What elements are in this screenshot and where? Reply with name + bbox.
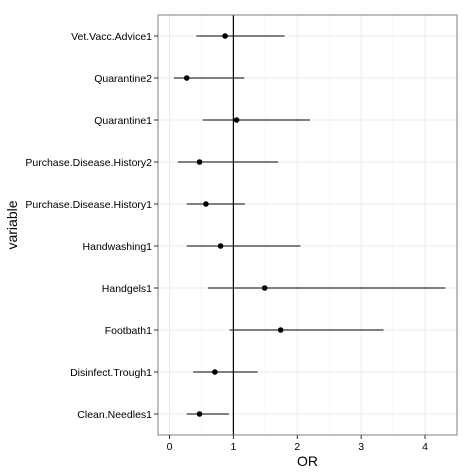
y-tick-label: Vet.Vacc.Advice1 <box>71 31 152 43</box>
or-point <box>261 285 268 291</box>
x-tick-label: 2 <box>294 441 300 453</box>
y-tick-label: Handwashing1 <box>83 241 153 253</box>
y-tick-label: Handgels1 <box>102 283 152 295</box>
x-tick-label: 4 <box>422 441 428 453</box>
x-axis-title: OR <box>297 453 318 469</box>
or-point <box>233 117 240 123</box>
x-axis: 0 1 2 3 4 <box>167 435 428 453</box>
panel-border <box>157 14 458 436</box>
y-axis-title: variable <box>4 200 20 249</box>
or-point <box>203 201 209 207</box>
or-point <box>212 369 218 375</box>
y-tick-label: Quarantine1 <box>94 115 152 127</box>
points <box>183 33 284 417</box>
or-point <box>222 33 228 39</box>
x-tick-label: 0 <box>167 441 173 453</box>
or-point <box>277 327 284 333</box>
y-tick-label: Disinfect.Trough1 <box>70 367 152 379</box>
y-tick-label: Quarantine2 <box>94 73 152 85</box>
y-tick-label: Purchase.Disease.History2 <box>25 157 152 169</box>
x-tick-label: 3 <box>358 441 364 453</box>
or-point <box>217 243 224 249</box>
or-point <box>196 411 203 417</box>
y-tick-label: Purchase.Disease.History1 <box>25 199 152 211</box>
whiskers <box>173 35 446 415</box>
or-point <box>196 159 203 165</box>
y-tick-label: Footbath1 <box>105 325 152 337</box>
x-tick-label: 1 <box>230 441 236 453</box>
y-tick-label: Clean.Needles1 <box>77 409 152 421</box>
panel-background <box>158 15 457 435</box>
or-point <box>183 75 190 81</box>
y-axis: Vet.Vacc.Advice1 Quarantine2 Quarantine1 Pu… <box>25 31 158 421</box>
grid-lines <box>158 15 457 435</box>
